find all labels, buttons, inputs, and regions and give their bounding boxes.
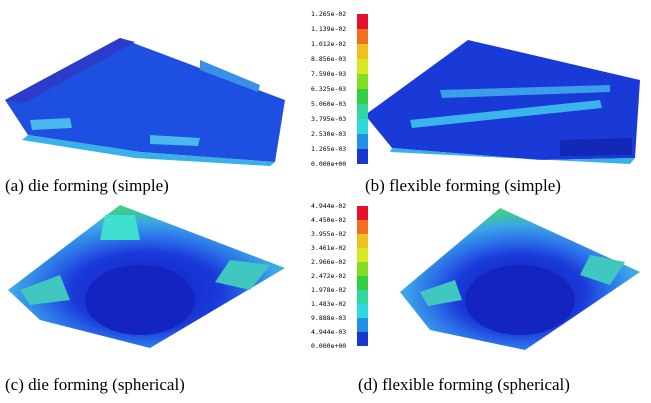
- colorbar-bottom: [357, 206, 368, 346]
- colorbar-label: 1.265e-03: [311, 145, 346, 153]
- colorbar-label: 1.265e-02: [311, 10, 346, 18]
- colorbar-label: 8.856e-03: [311, 55, 346, 63]
- caption: (b) flexible forming (simple): [365, 176, 561, 195]
- colorbar-label: 5.060e-03: [311, 100, 346, 108]
- colorbar-label: 7.590e-03: [311, 70, 346, 78]
- colorbar-label: 4.450e-02: [311, 216, 346, 224]
- colorbar-label: 1.012e-02: [311, 40, 346, 48]
- surface-d: [400, 208, 640, 350]
- colorbar-label: 0.000e+00: [311, 342, 346, 350]
- colorbar-label: 9.888e-03: [311, 314, 346, 322]
- surface-a: [5, 38, 285, 166]
- colorbar-label: 6.325e-03: [311, 85, 346, 93]
- colorbar-label: 2.472e-02: [311, 272, 346, 280]
- colorbar-label: 3.461e-02: [311, 244, 346, 252]
- colorbar-label: 1.139e-02: [311, 25, 346, 33]
- colorbar-label: 1.483e-02: [311, 300, 346, 308]
- caption: (c) die forming (spherical): [5, 375, 185, 394]
- colorbar-label: 2.966e-02: [311, 258, 346, 266]
- colorbar-label: 3.795e-03: [311, 115, 346, 123]
- colorbar-label: 1.978e-02: [311, 286, 346, 294]
- colorbar-label: 3.955e-02: [311, 230, 346, 238]
- colorbar-label: 4.944e-03: [311, 328, 346, 336]
- colorbar-top: [357, 14, 368, 164]
- caption: (a) die forming (simple): [5, 176, 169, 195]
- surface-b: [365, 40, 640, 164]
- colorbar-label: 4.944e-02: [311, 202, 346, 210]
- caption: (d) flexible forming (spherical): [358, 375, 570, 394]
- colorbar-label: 2.530e-03: [311, 130, 346, 138]
- surface-c: [8, 205, 285, 348]
- colorbar-label: 0.000e+00: [311, 160, 346, 168]
